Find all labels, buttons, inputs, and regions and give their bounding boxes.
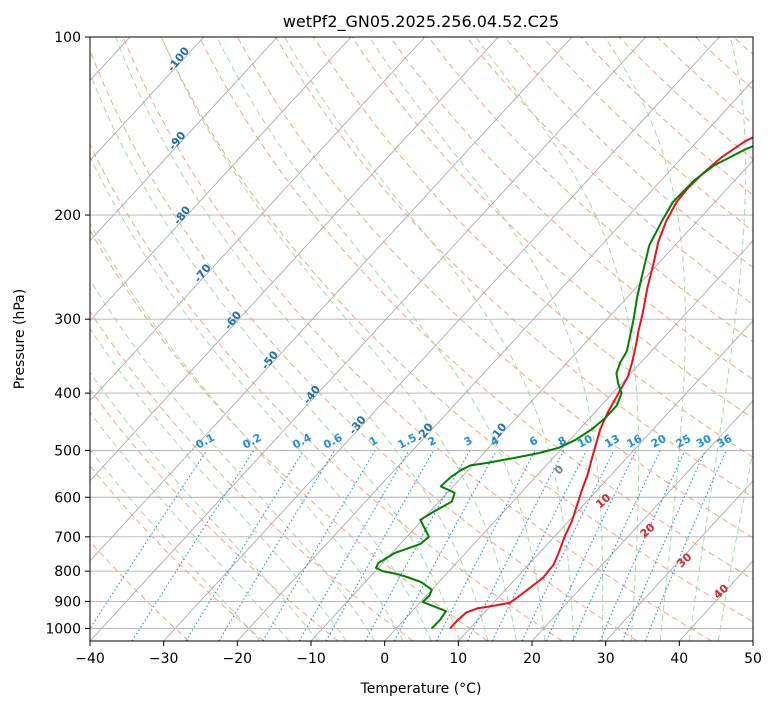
y-tick-label: 500 bbox=[54, 443, 81, 459]
x-tick-label: 0 bbox=[380, 651, 389, 667]
moist-adiabat-line bbox=[90, 222, 404, 641]
moist-adiabat-line bbox=[115, 37, 489, 641]
dry-adiabat-line bbox=[389, 37, 753, 381]
x-axis-ticks: −40 −30 −20 −10 0 10 20 30 40 50 bbox=[75, 641, 762, 667]
mixing-ratio-label: 36 bbox=[715, 432, 735, 451]
dry-adiabat-line bbox=[275, 37, 753, 498]
dry-adiabat-line bbox=[351, 37, 753, 419]
x-tick-label: −20 bbox=[223, 651, 253, 667]
x-tick-label: 40 bbox=[670, 651, 688, 667]
moist-adiabat-line bbox=[90, 155, 432, 641]
y-tick-label: 300 bbox=[54, 312, 81, 328]
y-tick-label: 200 bbox=[54, 208, 81, 224]
moist-adiabat-line bbox=[90, 72, 461, 641]
moist-adiabat-line bbox=[604, 37, 686, 641]
dry-adiabat-line bbox=[122, 37, 712, 641]
dry-adiabat-line bbox=[198, 37, 753, 580]
isotherms bbox=[90, 37, 753, 641]
y-axis-ticks: 100 200 300 400 500 600 700 800 900 1000 bbox=[45, 30, 90, 638]
mixing-ratio-lines bbox=[90, 450, 727, 641]
x-axis-label: Temperature (°C) bbox=[360, 681, 482, 697]
mixing-ratio-line bbox=[572, 450, 661, 641]
mixing-ratio-line bbox=[393, 450, 497, 641]
y-tick-label: 900 bbox=[54, 594, 81, 610]
moist-adiabat-line bbox=[688, 37, 747, 641]
isotherm-line bbox=[384, 239, 753, 641]
dry-adiabat-line bbox=[160, 37, 753, 623]
isotherm-line bbox=[90, 37, 647, 641]
mixing-ratio-line bbox=[218, 450, 335, 641]
moist-adiabat-line bbox=[717, 449, 753, 641]
y-tick-label: 700 bbox=[54, 530, 81, 546]
y-tick-label: 800 bbox=[54, 564, 81, 580]
x-tick-label: 10 bbox=[449, 651, 467, 667]
moist-adiabat-line bbox=[90, 327, 347, 641]
mixing-ratio-label: 16 bbox=[625, 432, 645, 451]
moist-adiabat-line bbox=[90, 371, 319, 641]
mixing-ratio-line bbox=[467, 450, 565, 641]
dry-adiabat-line bbox=[90, 143, 563, 641]
moist-adiabats bbox=[90, 37, 753, 641]
dry-adiabat-line bbox=[90, 465, 264, 641]
y-axis-label: Pressure (hPa) bbox=[12, 289, 28, 389]
mixing-ratio-label: 25 bbox=[674, 432, 694, 451]
y-tick-label: 1000 bbox=[45, 622, 81, 638]
mixing-ratio-line bbox=[621, 450, 706, 641]
dry-adiabat-line bbox=[90, 540, 190, 641]
x-tick-label: 20 bbox=[523, 651, 541, 667]
y-tick-label: 100 bbox=[54, 30, 81, 46]
moist-adiabat-line bbox=[216, 37, 546, 641]
mixing-ratio-line bbox=[325, 450, 435, 641]
y-tick-label: 400 bbox=[54, 386, 81, 402]
isotherm-line bbox=[678, 560, 753, 641]
dewpoint-profile-line bbox=[375, 145, 753, 630]
mixing-ratio-label: 30 bbox=[694, 432, 714, 451]
dry-adiabat-line bbox=[90, 229, 488, 641]
mixing-ratio-label: 13 bbox=[602, 432, 622, 451]
mixing-ratio-line bbox=[131, 450, 255, 641]
dry-adiabat-line bbox=[313, 37, 753, 458]
pressure-gridlines bbox=[90, 37, 753, 629]
mixing-ratio-label: 20 bbox=[649, 432, 669, 451]
moist-adiabat-line bbox=[368, 37, 604, 641]
isotherm-line bbox=[163, 37, 720, 641]
moist-adiabat-line bbox=[475, 37, 640, 641]
x-tick-label: 50 bbox=[744, 651, 762, 667]
mixing-ratio-line bbox=[185, 450, 305, 641]
temperature-profile-line bbox=[449, 136, 753, 630]
chart-title: wetPf2_GN05.2025.256.04.52.C25 bbox=[283, 12, 559, 32]
isotherm-line bbox=[531, 400, 753, 641]
x-tick-label: 30 bbox=[597, 651, 615, 667]
mixing-ratio-line bbox=[364, 450, 471, 641]
moist-adiabat-line bbox=[161, 37, 517, 641]
isotherm-line bbox=[90, 37, 573, 562]
dry-adiabat-line bbox=[427, 37, 753, 343]
isotherm-line bbox=[90, 37, 352, 322]
isotherm-line bbox=[605, 480, 753, 641]
y-tick-label: 600 bbox=[54, 490, 81, 506]
isotherm-line bbox=[457, 320, 753, 641]
moist-adiabat-line bbox=[284, 37, 575, 641]
x-tick-label: −30 bbox=[149, 651, 179, 667]
profile-series bbox=[375, 136, 753, 630]
moist-adiabat-line bbox=[90, 278, 376, 641]
isotherm-line bbox=[236, 79, 753, 641]
isotherm-line bbox=[90, 37, 426, 402]
mixing-ratio-line bbox=[644, 450, 727, 641]
mixing-ratio-line bbox=[491, 450, 588, 641]
moist-adiabat-line bbox=[90, 411, 290, 641]
isotherm-line bbox=[90, 37, 499, 482]
plot-frame bbox=[89, 36, 754, 642]
x-tick-label: −10 bbox=[296, 651, 326, 667]
x-tick-label: −40 bbox=[75, 651, 105, 667]
mixing-ratio-line bbox=[90, 450, 208, 630]
mixing-ratio-line bbox=[599, 450, 686, 641]
dry-adiabat-line bbox=[90, 48, 638, 641]
